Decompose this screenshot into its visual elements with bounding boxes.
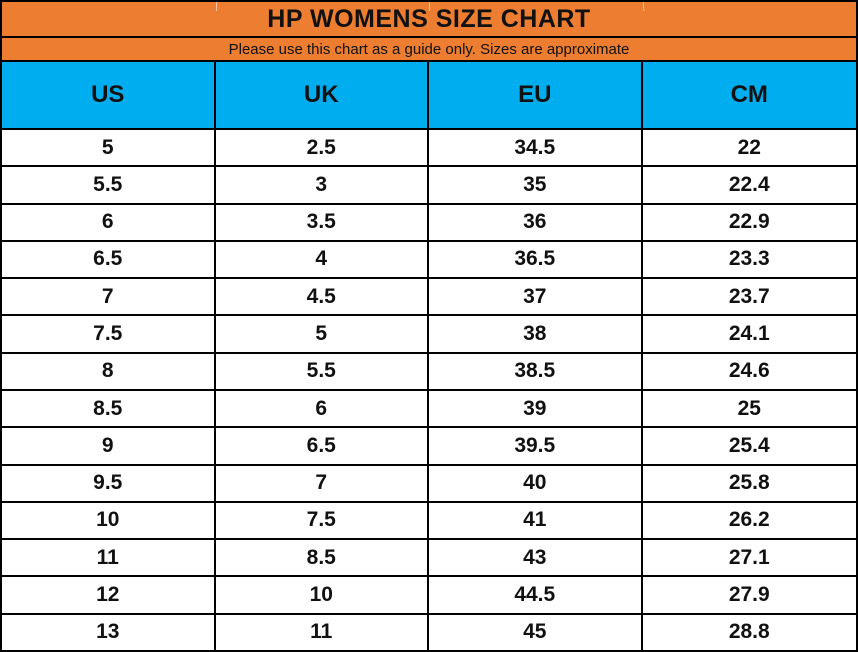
table-cell: 6.5 (2, 241, 216, 278)
table-cell: 41 (429, 502, 643, 539)
table-cell: 5.5 (2, 167, 216, 203)
gridline-notch (642, 2, 644, 11)
table-row: 6.5 4 36.5 23.3 (2, 241, 856, 280)
table-cell: 6 (216, 390, 429, 427)
table-cell: 45 (429, 614, 643, 650)
table-row: 9.5 7 40 25.8 (2, 465, 856, 503)
table-cell: 37 (429, 279, 643, 315)
table-cell: 40 (429, 465, 643, 501)
table-header-row: US UK EU CM (2, 62, 856, 130)
chart-subtitle: Please use this chart as a guide only. S… (2, 38, 856, 62)
table-cell: 12 (2, 577, 216, 613)
table-cell: 6 (2, 204, 216, 240)
table-cell: 5 (216, 316, 429, 352)
table-cell: 10 (216, 577, 429, 613)
table-cell: 3.5 (216, 204, 429, 240)
table-cell: 5.5 (216, 353, 429, 389)
table-cell: 8.5 (216, 540, 429, 576)
table-cell: 22 (737, 135, 761, 159)
column-header-uk: UK (216, 62, 429, 128)
table-cell: 7 (2, 279, 216, 315)
table-row: 6 3.5 36 22.9 (2, 204, 856, 242)
table-cell: 27.1 (728, 545, 770, 569)
table-row: 12 10 44.5 27.9 (2, 577, 856, 615)
table-cell: 6.5 (216, 428, 429, 464)
table-cell: 39.5 (429, 428, 643, 464)
table-cell: 36 (429, 204, 643, 240)
table-cell: 9 (2, 428, 216, 464)
table-cell: 4 (216, 241, 429, 278)
table-row: 10 7.5 41 26.2 (2, 502, 856, 541)
table-cell: 43 (429, 540, 643, 576)
table-row: 11 8.5 43 27.1 (2, 540, 856, 578)
table-cell: 34.5 (429, 130, 643, 166)
table-cell: 8.5 (2, 390, 216, 427)
table-cell: 2.5 (216, 130, 429, 166)
table-row: 5.5 3 35 22.4 (2, 167, 856, 205)
table-cell: 36.5 (429, 241, 643, 278)
table-row: 9 6.5 39.5 25.4 (2, 428, 856, 466)
table-cell: 24.6 (728, 359, 770, 383)
column-header-cm: CM (730, 81, 768, 108)
column-header-eu: EU (429, 62, 643, 128)
table-row: 7 4.5 37 23.7 (2, 279, 856, 317)
table-row: 7.5 5 38 24.1 (2, 316, 856, 354)
table-cell: 13 (2, 614, 216, 650)
table-cell: 25 (737, 396, 761, 420)
table-cell: 38.5 (429, 353, 643, 389)
table-row: 13 11 45 28.8 (2, 614, 856, 650)
table-cell: 11 (216, 614, 429, 650)
table-cell: 25.4 (728, 433, 770, 457)
table-cell: 4.5 (216, 279, 429, 315)
table-cell: 11 (2, 540, 216, 576)
gridline-notch (215, 2, 217, 11)
table-cell: 28.8 (728, 620, 770, 644)
table-row: 8.5 6 39 25 (2, 390, 856, 429)
table-cell: 23.7 (728, 284, 770, 308)
table-body: 5 2.5 34.5 22 5.5 3 35 22.4 6 3.5 36 22.9 6.5 4 36.5 23… (2, 130, 856, 650)
table-cell: 9.5 (2, 465, 216, 501)
table-cell: 27.9 (728, 583, 770, 607)
table-cell: 5 (2, 130, 216, 166)
table-cell: 8 (2, 353, 216, 389)
table-cell: 10 (2, 502, 216, 539)
table-cell: 44.5 (429, 577, 643, 613)
table-cell: 24.1 (728, 322, 770, 346)
table-cell: 22.9 (728, 210, 770, 234)
table-row: 5 2.5 34.5 22 (2, 130, 856, 168)
table-cell: 7.5 (2, 316, 216, 352)
chart-title: HP WOMENS SIZE CHART (2, 2, 856, 38)
table-cell: 7.5 (216, 502, 429, 539)
table-cell: 38 (429, 316, 643, 352)
table-row: 8 5.5 38.5 24.6 (2, 353, 856, 391)
table-cell: 39 (429, 390, 643, 427)
table-cell: 26.2 (728, 508, 770, 532)
chart-subtitle-text: Please use this chart as a guide only. S… (228, 40, 630, 58)
table-cell: 22.4 (728, 172, 770, 196)
table-cell: 23.3 (728, 247, 770, 271)
chart-title-text: HP WOMENS SIZE CHART (267, 4, 591, 33)
table-cell: 35 (429, 167, 643, 203)
table-cell: 3 (216, 167, 429, 203)
gridline-notch (429, 2, 430, 11)
column-header-us: US (2, 62, 216, 128)
table-cell: 25.8 (728, 471, 770, 495)
table-cell: 7 (216, 465, 429, 501)
